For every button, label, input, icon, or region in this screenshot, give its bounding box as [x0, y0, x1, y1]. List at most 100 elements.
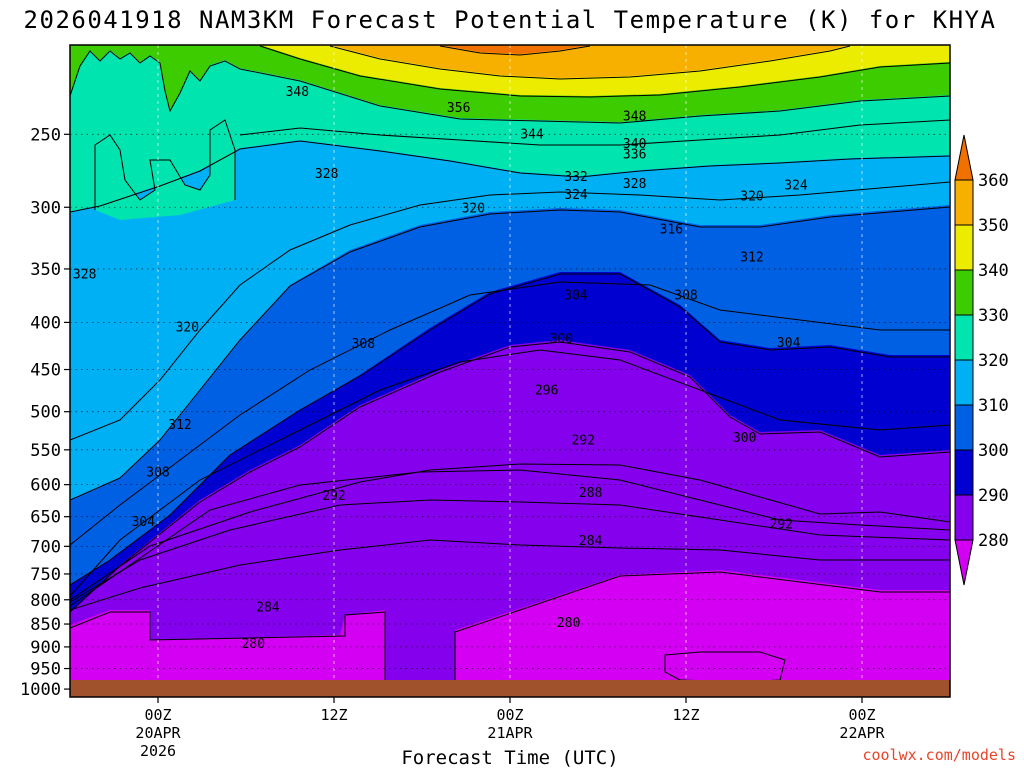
contour-label: 280 [557, 616, 580, 631]
colorbar-swatch [954, 359, 974, 406]
contour-label-text: 340 [623, 137, 646, 152]
credit-text[interactable]: coolwx.com/models [862, 746, 1016, 764]
contour-label: 308 [146, 465, 169, 480]
contour-label-text: 324 [784, 178, 808, 193]
colorbar-swatch [954, 494, 974, 541]
contour-line [70, 181, 950, 441]
y-tick-label: 600 [30, 476, 61, 496]
contour-label-text: 292 [770, 518, 793, 533]
band-370-fill [440, 45, 590, 54]
contour-line [329, 45, 851, 80]
colorbar-tick-label: 340 [978, 261, 1009, 281]
contour-label-text: 308 [352, 337, 375, 352]
contour-line [439, 45, 591, 56]
y-tick-label: 1000 [20, 680, 61, 700]
y-axis: 250 300 350 400 450 500 550 600 650 700 750 800 850 9… [20, 125, 70, 700]
contour-label: 328 [315, 167, 338, 182]
contour-label: 328 [623, 177, 646, 192]
x-tick-label: 12Z [672, 706, 699, 724]
contour-label-text: 320 [176, 320, 199, 335]
contour-label: 292 [322, 489, 345, 504]
contour-label-text: 348 [623, 109, 646, 124]
band-360-fill [330, 45, 850, 78]
x-tick-label: 00Z [144, 706, 171, 724]
contour-label-text: 324 [564, 188, 588, 203]
contour-label-text: 292 [322, 489, 345, 504]
contour-label: 336 [623, 148, 646, 163]
colorbar-tick-label: 320 [978, 351, 1009, 371]
contour-label: 296 [535, 383, 558, 398]
y-tick-label: 350 [30, 260, 61, 280]
contour-label-text: 356 [447, 101, 470, 116]
contour-label-text: 328 [623, 177, 646, 192]
contour-label-text: 288 [579, 486, 602, 501]
contour-label: 348 [286, 85, 309, 100]
contour-line [70, 341, 950, 613]
contour-label-text: 300 [550, 332, 573, 347]
colorbar-swatch [954, 449, 974, 496]
colorbar-tick-label: 290 [978, 486, 1009, 506]
colorbar-extend-high [954, 134, 974, 181]
contour-label-text: 304 [564, 288, 588, 303]
contour-label: 292 [572, 433, 595, 448]
contour-label-text: 284 [579, 534, 603, 549]
y-tick-label: 850 [30, 615, 61, 635]
y-tick-label: 700 [30, 537, 61, 557]
contour-label: 304 [132, 515, 156, 530]
y-tick-label: 550 [30, 441, 61, 461]
contour-label-text: 320 [740, 189, 763, 204]
contour-label: 280 [242, 637, 265, 652]
contour-line [70, 469, 950, 607]
contour-label-text: 328 [73, 268, 96, 283]
colorbar-tick-label: 330 [978, 306, 1009, 326]
contour-label-text: 312 [740, 250, 763, 265]
contour-line [70, 273, 950, 586]
contour-label-text: 332 [564, 170, 587, 185]
contour-line [70, 50, 950, 124]
contour-line [259, 45, 950, 98]
contour-label: 312 [740, 250, 763, 265]
contour-line [70, 206, 950, 501]
contour-label-text: 304 [777, 336, 801, 351]
colorbar-swatch [954, 179, 974, 226]
y-tick-label: 950 [30, 660, 61, 680]
contour-fill-layer [70, 45, 950, 697]
contour-line [70, 140, 950, 213]
colorbar-swatch [954, 269, 974, 316]
contour-label-text: 336 [623, 148, 646, 163]
x-tick-label: 00Z [496, 706, 523, 724]
contour-label-text: 280 [242, 637, 265, 652]
contour-label-text: 312 [168, 418, 191, 433]
x-tick-label: 12Z [320, 706, 347, 724]
contour-label: 312 [168, 418, 191, 433]
contour-label-text: 308 [674, 288, 697, 303]
y-tick-label: 300 [30, 198, 61, 218]
contour-label: 284 [256, 601, 280, 616]
contour-label: 356 [447, 101, 470, 116]
contour-label: 324 [564, 188, 588, 203]
contour-label-text: 292 [572, 433, 595, 448]
contour-label: 308 [352, 337, 375, 352]
contour-label-text: 296 [535, 383, 558, 398]
y-tick-label: 400 [30, 313, 61, 333]
contour-label: 304 [564, 288, 588, 303]
ground-surface [70, 680, 950, 697]
contour-line [70, 281, 950, 546]
contour-label: 320 [176, 320, 199, 335]
contour-label: 328 [73, 268, 96, 283]
contour-label: 316 [660, 222, 683, 237]
colorbar-swatch [954, 404, 974, 451]
contour-label: 340 [623, 137, 646, 152]
contour-label: 348 [623, 109, 646, 124]
contour-label: 284 [579, 534, 603, 549]
contour-line [70, 349, 950, 597]
colorbar-tick-label: 280 [978, 531, 1009, 551]
contour-line [70, 539, 950, 611]
chart-title: 2026041918 NAM3KM Forecast Potential Tem… [24, 6, 997, 34]
contour-label-text: 320 [462, 202, 485, 217]
colorbar: 280 290 300 310 320 330 340 350 360 [954, 134, 1009, 586]
contour-label: 308 [674, 288, 697, 303]
contour-label: 320 [462, 202, 485, 217]
